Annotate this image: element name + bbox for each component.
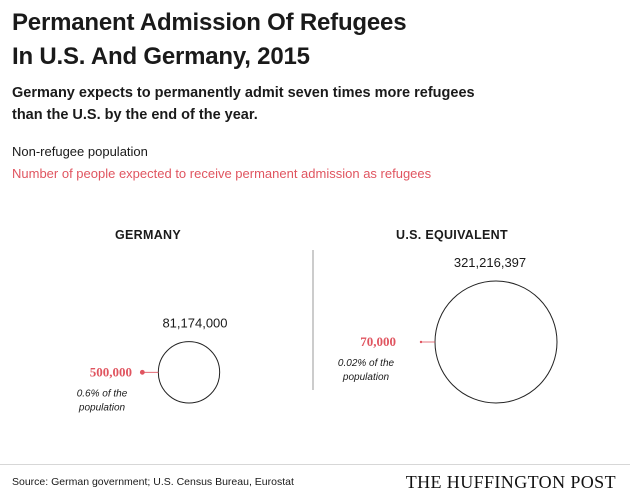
chart-title-line-2: In U.S. And Germany, 2015: [12, 43, 310, 70]
population-label-us: 321,216,397: [454, 255, 526, 270]
refugee-dot-germany: [139, 369, 145, 375]
share-note-us-2: population: [342, 372, 390, 383]
panel-heading-germany: GERMANY: [115, 228, 181, 242]
publisher-logo: THE HUFFINGTON POST: [405, 472, 616, 492]
footer-divider: [0, 464, 630, 465]
share-note-germany-2: population: [78, 402, 126, 413]
source-note: Source: German government; U.S. Census B…: [12, 476, 294, 488]
chart-title: Permanent Admission Of Refugees In U.S. …: [12, 6, 612, 74]
legend-non-refugee: Non-refugee population: [12, 144, 148, 159]
population-bubble-germany: [157, 341, 221, 404]
share-note-germany-1: 0.6% of the: [77, 388, 128, 399]
chart-subtitle-line-1: Germany expects to permanently admit sev…: [12, 85, 475, 101]
population-bubble-us: [434, 280, 558, 404]
chart-title-line-1: Permanent Admission Of Refugees: [12, 9, 407, 36]
chart-subtitle: Germany expects to permanently admit sev…: [12, 82, 612, 126]
refugee-label-us: 70,000: [360, 334, 396, 349]
legend-refugee: Number of people expected to receive per…: [12, 166, 432, 181]
population-label-germany: 81,174,000: [162, 316, 227, 331]
chart-subtitle-line-2: than the U.S. by the end of the year.: [12, 107, 258, 123]
refugee-dot-us: [419, 340, 423, 344]
share-note-us-1: 0.02% of the: [338, 358, 395, 369]
panel-heading-us: U.S. EQUIVALENT: [396, 228, 508, 242]
refugee-label-germany: 500,000: [90, 364, 132, 379]
